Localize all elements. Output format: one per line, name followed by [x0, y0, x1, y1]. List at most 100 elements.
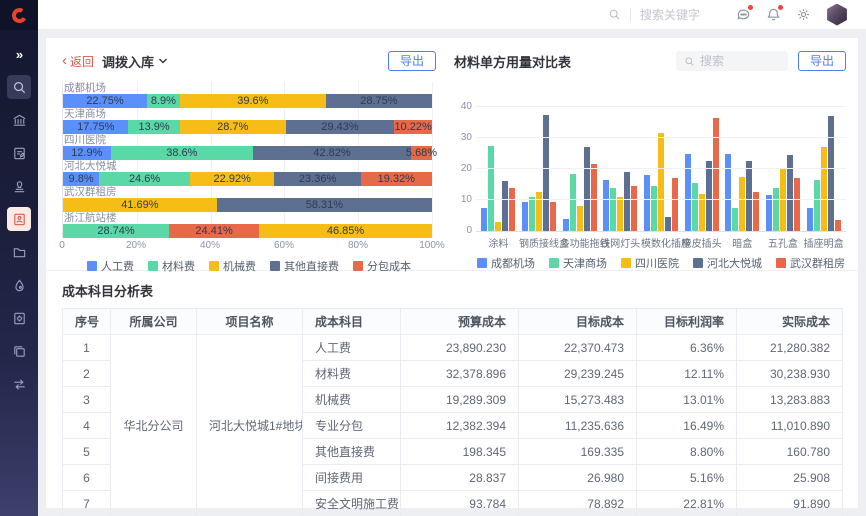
bar[interactable] [772, 187, 779, 231]
legend-item[interactable]: 分包成本 [353, 258, 411, 274]
bar[interactable] [664, 217, 671, 231]
bar[interactable] [779, 169, 786, 231]
bar[interactable] [643, 175, 650, 231]
bank-icon[interactable] [7, 108, 31, 132]
bar[interactable] [712, 117, 719, 231]
global-search[interactable] [608, 7, 730, 22]
bar[interactable] [481, 207, 488, 231]
bar[interactable] [793, 178, 800, 231]
bar-segment[interactable]: 24.6% [99, 172, 190, 186]
bar[interactable] [691, 182, 698, 231]
legend-item[interactable]: 河北大悦城 [693, 255, 762, 271]
bar[interactable] [631, 186, 638, 231]
bar[interactable] [746, 161, 753, 231]
folder-icon[interactable] [7, 240, 31, 264]
bar-segment[interactable]: 9.8% [63, 172, 100, 186]
bar-segment[interactable]: 29.43% [285, 120, 395, 134]
bar-segment[interactable]: 5.68% [405, 146, 438, 160]
export-button[interactable]: 导出 [797, 51, 846, 71]
bar-segment[interactable]: 17.75% [63, 120, 129, 134]
bar-segment[interactable]: 13.9% [128, 120, 180, 134]
bar[interactable] [610, 187, 617, 231]
bar[interactable] [806, 207, 813, 231]
bar[interactable] [671, 178, 678, 231]
bar-segment[interactable]: 19.32% [360, 172, 432, 186]
window-icon[interactable] [7, 339, 31, 363]
bar[interactable] [698, 193, 705, 231]
bar[interactable] [542, 114, 549, 231]
bar[interactable] [495, 221, 502, 231]
bar-segment[interactable]: 10.22% [394, 120, 432, 134]
legend-item[interactable]: 四川医院 [621, 255, 679, 271]
bar[interactable] [535, 192, 542, 231]
bar-segment[interactable]: 28.7% [179, 120, 286, 134]
bar[interactable] [488, 145, 495, 231]
bar[interactable] [617, 196, 624, 231]
bar[interactable] [786, 155, 793, 231]
bar[interactable] [834, 220, 841, 231]
search-icon[interactable] [7, 75, 31, 99]
bar[interactable] [562, 218, 569, 231]
bar[interactable] [650, 186, 657, 231]
legend-item[interactable]: 天津商场 [549, 255, 607, 271]
bar[interactable] [590, 164, 597, 231]
back-chevron-icon[interactable]: ‹ [62, 52, 67, 69]
bar[interactable] [509, 187, 516, 231]
chart-search[interactable] [675, 51, 788, 71]
user-avatar[interactable] [827, 3, 847, 26]
bar-segment[interactable]: 38.6% [110, 146, 254, 160]
bar[interactable] [705, 161, 712, 231]
cost-card-icon[interactable] [7, 207, 31, 231]
bar[interactable] [549, 201, 556, 231]
legend-item[interactable]: 成都机场 [477, 255, 535, 271]
bar[interactable] [725, 153, 732, 231]
export-button[interactable]: 导出 [387, 51, 436, 71]
bar-segment[interactable]: 42.82% [253, 146, 412, 160]
bar[interactable] [569, 173, 576, 231]
legend-item[interactable]: 机械费 [209, 258, 256, 274]
bar[interactable] [813, 179, 820, 231]
bar[interactable] [521, 201, 528, 231]
bar-segment[interactable]: 28.75% [325, 94, 432, 108]
chevron-down-icon[interactable] [158, 56, 168, 66]
stamp-icon[interactable] [7, 174, 31, 198]
bar-segment[interactable]: 12.9% [63, 146, 111, 160]
bar[interactable] [739, 176, 746, 231]
bar-segment[interactable]: 8.9% [146, 94, 180, 108]
bar-segment[interactable]: 39.6% [179, 94, 326, 108]
app-logo[interactable] [0, 0, 38, 30]
bar-segment[interactable]: 24.41% [169, 224, 260, 238]
expand-icon[interactable]: » [15, 46, 23, 62]
global-search-input[interactable] [640, 7, 730, 22]
bar[interactable] [827, 116, 834, 231]
bar-segment[interactable]: 41.69% [63, 198, 217, 212]
bar-segment[interactable]: 22.75% [63, 94, 147, 108]
back-link[interactable]: 返回 [70, 54, 95, 69]
chat-icon[interactable] [736, 5, 753, 22]
legend-item[interactable]: 其他直接费 [270, 258, 339, 274]
bar[interactable] [502, 181, 509, 231]
bar-segment[interactable]: 23.36% [274, 172, 361, 186]
bar[interactable] [684, 153, 691, 231]
bar[interactable] [528, 196, 535, 231]
bar-segment[interactable]: 22.92% [189, 172, 275, 186]
bell-icon[interactable] [766, 5, 783, 22]
bar[interactable] [820, 147, 827, 231]
document-gear-icon[interactable] [7, 306, 31, 330]
bar[interactable] [732, 207, 739, 231]
drop-icon[interactable] [7, 273, 31, 297]
bar-segment[interactable]: 46.85% [259, 224, 432, 238]
bar[interactable] [657, 133, 664, 231]
legend-item[interactable]: 人工费 [87, 258, 134, 274]
bar[interactable] [576, 206, 583, 231]
bar[interactable] [603, 179, 610, 231]
legend-item[interactable]: 材料费 [148, 258, 195, 274]
bar[interactable] [765, 195, 772, 231]
bar[interactable] [624, 172, 631, 231]
gear-icon[interactable] [796, 7, 811, 22]
legend-item[interactable]: 武汉群租房 [776, 255, 845, 271]
bar[interactable] [753, 192, 760, 231]
bar-segment[interactable]: 28.74% [63, 224, 170, 238]
document-edit-icon[interactable] [7, 141, 31, 165]
bar[interactable] [583, 147, 590, 231]
